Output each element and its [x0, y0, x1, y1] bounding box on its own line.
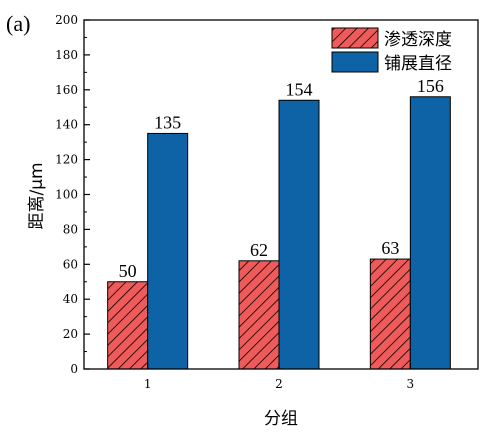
y-axis-title: 距离/μm: [27, 162, 47, 229]
y-tick-label: 0: [70, 362, 78, 376]
legend: 渗透深度 铺展直径: [331, 27, 452, 74]
panel-label: (a): [6, 11, 30, 36]
y-tick-label: 200: [55, 13, 78, 27]
data-label: 62: [250, 240, 268, 260]
bar-spread-diameter: [409, 96, 451, 370]
x-axis-title: 分组: [264, 409, 298, 429]
data-label: 63: [381, 238, 399, 258]
legend-swatch-hatched: [331, 27, 379, 49]
bar-spread-diameter: [147, 132, 189, 370]
bar-penetration-depth: [107, 281, 149, 370]
data-label: 135: [154, 112, 181, 132]
x-tick-label: 3: [407, 377, 415, 391]
y-tick-label: 80: [63, 222, 78, 236]
data-label: 156: [417, 76, 444, 96]
legend-swatch-solid: [331, 51, 379, 73]
y-tick-label: 20: [63, 327, 78, 341]
x-axis: 1 2 3: [144, 363, 414, 391]
bar-spread-diameter: [278, 99, 320, 370]
bars-group: [107, 96, 451, 370]
y-tick-label: 40: [63, 292, 78, 306]
bar-penetration-depth: [369, 258, 411, 370]
data-label: 154: [286, 79, 313, 99]
data-labels-group: 50 135 62 154 63 156: [119, 76, 444, 281]
y-tick-label: 180: [55, 48, 78, 62]
y-axis: 0 20 40 60 80 100 120 140 160 180 200: [55, 13, 90, 376]
data-label: 50: [119, 261, 137, 281]
y-tick-label: 100: [55, 188, 78, 202]
x-tick-label: 2: [275, 377, 283, 391]
y-tick-label: 60: [63, 257, 78, 271]
legend-label-0: 渗透深度: [384, 30, 452, 50]
y-tick-label: 160: [55, 83, 78, 97]
bar-penetration-depth: [238, 260, 280, 370]
legend-label-1: 铺展直径: [384, 54, 452, 74]
y-tick-label: 120: [55, 153, 78, 167]
x-tick-label: 1: [144, 377, 152, 391]
y-tick-label: 140: [55, 118, 78, 132]
